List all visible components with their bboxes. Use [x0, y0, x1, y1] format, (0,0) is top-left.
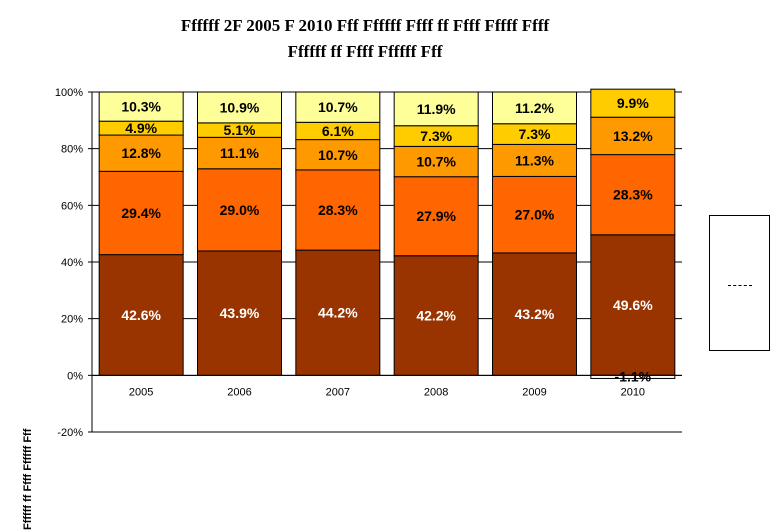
bar-segment [197, 136, 282, 170]
y-tick-label: 0% [67, 370, 83, 382]
data-label: 12.8% [121, 145, 161, 161]
data-label: -1.1% [615, 368, 652, 384]
y-tick-label: 60% [61, 200, 83, 212]
legend-box [709, 215, 770, 351]
data-label: 11.9% [417, 101, 456, 117]
data-label: 4.9% [125, 120, 157, 136]
bar-segment [590, 234, 676, 376]
data-label: 42.2% [416, 308, 456, 324]
bar-segment [98, 91, 184, 122]
chart-title-line-2: Ffffff ff Ffff Ffffff Fff [287, 42, 443, 61]
bar-segment [295, 91, 381, 123]
data-label: 42.6% [121, 307, 161, 323]
legend-marker [728, 285, 752, 286]
data-label: 29.4% [121, 205, 161, 221]
data-label: 29.0% [220, 202, 260, 218]
x-tick-label: 2005 [129, 386, 153, 398]
data-label: 11.2% [515, 100, 554, 116]
data-label: 7.3% [420, 128, 452, 144]
data-label: 43.9% [220, 305, 260, 321]
data-label: 27.9% [416, 208, 456, 224]
data-label: 10.7% [318, 147, 358, 163]
data-label: 10.7% [416, 154, 456, 170]
data-label: 10.9% [220, 99, 260, 115]
y-tick-label: 100% [55, 87, 83, 99]
y-tick-label: 80% [61, 144, 83, 156]
bar-segment [197, 91, 282, 124]
data-label: 44.2% [318, 305, 358, 321]
y-tick-label: 40% [61, 257, 83, 269]
data-label: 6.1% [322, 123, 354, 139]
data-label: 11.1% [220, 145, 259, 161]
data-label: 49.6% [613, 297, 653, 313]
x-tick-label: 2008 [424, 386, 448, 398]
bar-segment [590, 88, 676, 118]
data-label: 5.1% [224, 122, 256, 138]
bar-segment [98, 254, 184, 376]
bar-segment [393, 91, 479, 127]
x-tick-label: 2007 [326, 386, 350, 398]
y-tick-label: -20% [57, 427, 83, 439]
x-tick-label: 2009 [522, 386, 546, 398]
data-label: 27.0% [515, 207, 555, 223]
bar-segment [295, 249, 381, 376]
data-label: 28.3% [613, 187, 653, 203]
data-label: 10.7% [318, 99, 358, 115]
bar-segment [197, 250, 282, 376]
data-label: 9.9% [617, 95, 649, 111]
x-tick-label: 2006 [227, 386, 251, 398]
bar-segment [492, 175, 577, 254]
data-label: 13.2% [613, 128, 653, 144]
data-label: 7.3% [519, 126, 551, 142]
data-label: 11.3% [515, 152, 554, 168]
bar-segment [590, 154, 676, 236]
bar-segment [492, 91, 577, 125]
data-label: 10.3% [121, 99, 161, 115]
chart-title-line-1: Ffffff 2F 2005 F 2010 Fff Ffffff Ffff ff… [180, 16, 550, 35]
stacked-bar-chart: -20% 0% 20% 40% 60% 80% 100% 42.6% 29.4% 12.8% 4.9… [55, 87, 682, 439]
y-axis-label: Ffffff ff Ffff Ffffff Fff [22, 428, 34, 530]
data-label: 43.2% [515, 306, 555, 322]
bar-segment [492, 252, 577, 376]
bar-segment [295, 139, 381, 171]
data-label: 28.3% [318, 202, 358, 218]
bar-segment [98, 170, 184, 256]
bar-segment [295, 169, 381, 251]
x-tick-label: 2010 [621, 386, 645, 398]
bar-segment [492, 143, 577, 177]
y-tick-label: 20% [61, 314, 83, 326]
bar-segment [98, 134, 184, 172]
